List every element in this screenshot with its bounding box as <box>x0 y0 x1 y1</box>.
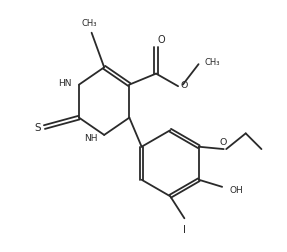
Text: NH: NH <box>84 133 97 142</box>
Text: HN: HN <box>59 78 72 87</box>
Text: OH: OH <box>229 186 243 195</box>
Text: I: I <box>183 224 186 234</box>
Text: O: O <box>158 35 165 45</box>
Text: O: O <box>181 81 188 90</box>
Text: S: S <box>34 122 41 133</box>
Text: CH₃: CH₃ <box>204 57 220 66</box>
Text: O: O <box>219 137 227 146</box>
Text: CH₃: CH₃ <box>81 19 97 28</box>
